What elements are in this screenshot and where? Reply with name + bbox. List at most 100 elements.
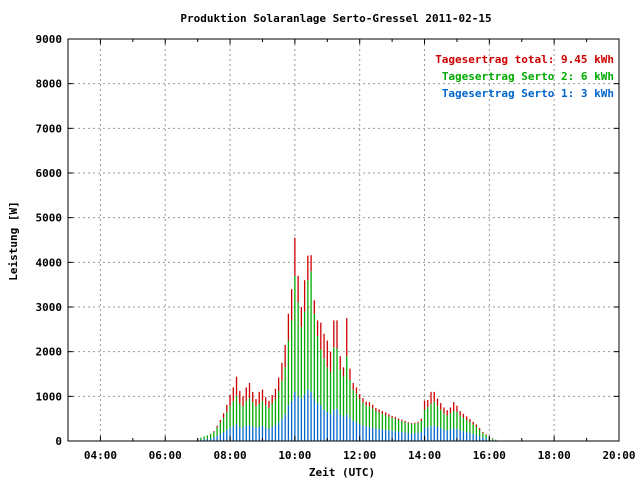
bar-segment — [323, 333, 325, 359]
bar-segment — [423, 427, 426, 441]
bar-segment — [381, 413, 384, 430]
bar-segment — [342, 416, 345, 441]
bar-segment — [449, 429, 452, 441]
bar-segment — [440, 409, 442, 429]
y-axis-label: Leistung [W] — [7, 201, 20, 280]
y-tick-label: 5000 — [36, 212, 63, 225]
bar-segment — [417, 421, 419, 423]
bar-segment — [381, 411, 384, 414]
bar-segment — [394, 431, 397, 441]
bar-segment — [397, 431, 400, 441]
bar-segment — [355, 393, 358, 423]
bar-segment — [404, 422, 406, 433]
bar-segment — [248, 382, 251, 399]
bar-segment — [261, 389, 264, 401]
bar-segment — [472, 433, 474, 441]
bar-segment — [200, 439, 202, 441]
bar-segment — [323, 358, 325, 410]
bar-segment — [245, 387, 247, 401]
bar-segment — [287, 313, 290, 341]
bar-segment — [203, 436, 205, 440]
bar-segment — [329, 414, 332, 441]
bar-segment — [307, 389, 309, 441]
bar-segment — [284, 367, 286, 415]
bar-segment — [427, 399, 429, 408]
bar-segment — [216, 427, 218, 436]
bar-segment — [297, 275, 299, 303]
bar-segment — [346, 414, 348, 441]
bar-segment — [320, 405, 322, 441]
bar-segment — [226, 429, 228, 441]
bar-segment — [469, 419, 471, 423]
bar-segment — [278, 390, 280, 423]
bar-segment — [443, 413, 445, 430]
bar-segment — [414, 422, 416, 424]
bar-segment — [407, 422, 409, 424]
bar-segment — [466, 416, 468, 421]
legend: Tagesertrag total: 9.45 kWh Tagesertrag S… — [435, 53, 614, 100]
bar-segment — [462, 413, 465, 418]
bar-segment — [294, 275, 296, 392]
bar-segment — [235, 424, 238, 441]
bar-segment — [443, 407, 445, 414]
bar-segment — [232, 400, 234, 426]
grid-lines — [68, 39, 619, 441]
bar-segment — [423, 409, 426, 428]
bar-segment — [459, 430, 461, 441]
bar-segment — [222, 432, 225, 441]
x-axis-label: Zeit (UTC) — [309, 466, 375, 479]
bar-segment — [284, 414, 286, 441]
bar-segment — [352, 389, 354, 421]
bar-segment — [394, 416, 397, 419]
bar-segment — [410, 433, 413, 441]
bar-segment — [401, 420, 403, 433]
bar-segment — [443, 429, 445, 441]
bar-segment — [378, 412, 380, 429]
bar-segment — [410, 423, 413, 425]
bar-segment — [245, 425, 247, 441]
bar-segment — [216, 435, 218, 441]
bar-segment — [362, 398, 364, 403]
bar-segment — [229, 427, 231, 441]
bar-segment — [268, 400, 270, 408]
bar-segment — [219, 422, 221, 434]
x-tick-label: 18:00 — [538, 449, 571, 462]
bar-segment — [446, 415, 448, 431]
bar-segment — [313, 313, 315, 399]
bar-segment — [342, 367, 345, 377]
bar-segment — [274, 424, 277, 441]
bar-segment — [216, 425, 218, 428]
bar-segment — [469, 432, 471, 441]
bar-segment — [300, 327, 303, 399]
bar-segment — [491, 439, 494, 441]
bar-segment — [294, 237, 296, 276]
bar-segment — [213, 432, 215, 438]
bar-segment — [453, 402, 455, 412]
bar-segment — [281, 418, 283, 441]
bar-segment — [446, 430, 448, 441]
bar-segment — [303, 311, 306, 395]
y-tick-label: 1000 — [36, 390, 63, 403]
bar-segment — [303, 280, 306, 312]
bar-segment — [326, 411, 328, 441]
y-tick-label: 0 — [55, 435, 62, 448]
bar-segment — [491, 438, 494, 440]
bar-segment — [453, 411, 455, 429]
bar-segment — [261, 400, 264, 426]
bar-segment — [355, 422, 358, 441]
bar-segment — [456, 411, 458, 429]
bar-segment — [297, 302, 299, 397]
bar-segment — [449, 407, 452, 414]
bar-segment — [258, 403, 260, 427]
bar-segment — [472, 421, 474, 425]
bar-segment — [226, 404, 228, 412]
bar-segment — [359, 424, 361, 441]
bar-segment — [495, 439, 497, 441]
bar-segment — [333, 320, 335, 348]
bar-segment — [255, 399, 257, 407]
bar-segment — [427, 407, 429, 427]
bar-segment — [436, 398, 439, 406]
bar-segment — [209, 438, 212, 441]
bar-segment — [352, 420, 354, 441]
bar-segment — [478, 429, 481, 437]
